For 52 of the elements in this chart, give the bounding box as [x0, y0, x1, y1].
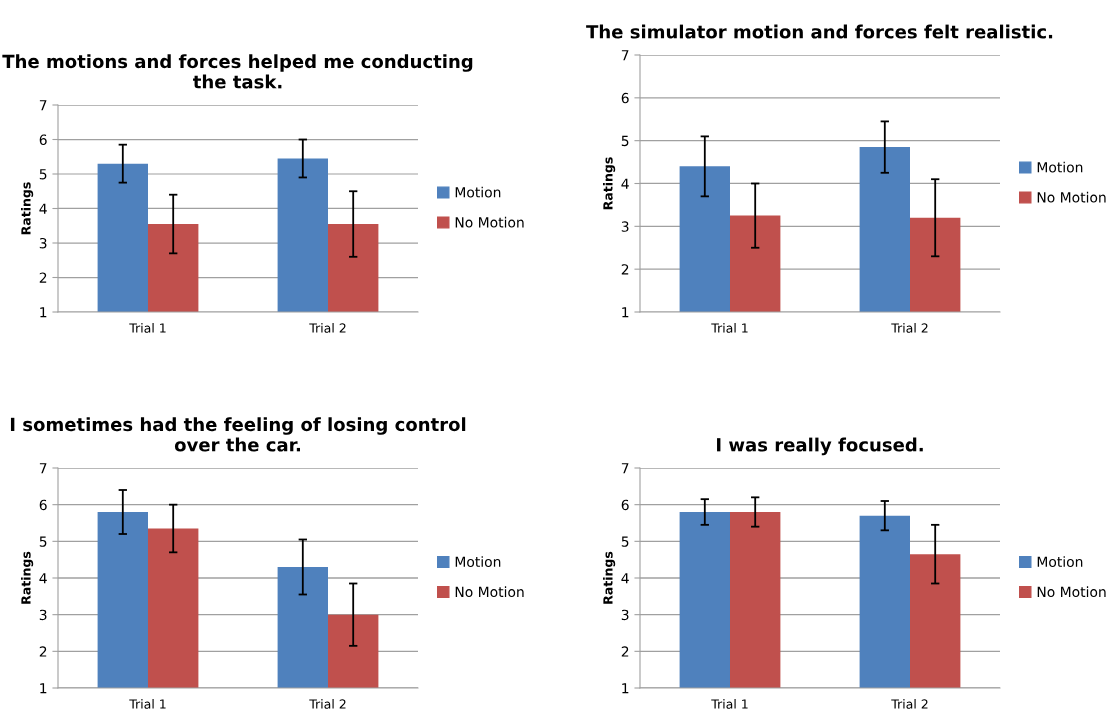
legend-label: Motion [1037, 161, 1083, 173]
y-tick-label: 2 [39, 272, 47, 283]
y-tick-label: 6 [621, 499, 629, 511]
y-tick-label: 4 [621, 178, 629, 189]
y-tick-label: 3 [621, 221, 629, 232]
y-tick-label: 5 [621, 536, 629, 547]
y-axis-title: Ratings [603, 551, 616, 604]
y-tick-label: 1 [40, 683, 47, 694]
y-tick-label: 7 [39, 463, 47, 474]
y-tick-label: 1 [622, 683, 629, 694]
y-tick-label: 3 [39, 237, 47, 249]
y-tick-label: 5 [39, 536, 47, 547]
y-tick-label: 6 [39, 134, 47, 145]
y-tick-label: 4 [39, 203, 47, 214]
y-tick-label: 3 [39, 609, 47, 621]
legend-label: Motion [455, 186, 501, 198]
x-tick-label: Trial 1 [129, 323, 166, 333]
x-tick-label: Trial 1 [711, 323, 748, 333]
chart-title: I was really focused. [717, 437, 923, 456]
y-tick-label: 4 [39, 573, 47, 584]
legend-label: No Motion [1037, 586, 1106, 598]
y-tick-label: 2 [39, 646, 47, 657]
legend-label: No Motion [455, 216, 524, 228]
x-tick-label: Trial 2 [309, 699, 346, 709]
chart-title: The motions and forces helped me conducting the task. [2, 54, 473, 89]
chart-title: I sometimes had the feeling of losing control over the car. [10, 417, 466, 452]
y-tick-label: 4 [621, 573, 629, 584]
y-tick-label: 5 [621, 135, 629, 147]
legend-label: No Motion [455, 586, 524, 598]
x-tick-label: Trial 1 [711, 699, 748, 709]
x-tick-label: Trial 2 [309, 323, 346, 333]
x-tick-label: Trial 2 [891, 323, 928, 333]
legend-label: Motion [455, 556, 501, 567]
y-tick-label: 7 [621, 50, 629, 61]
y-tick-label: 3 [621, 609, 629, 621]
x-tick-label: Trial 2 [891, 699, 928, 709]
y-tick-label: 7 [621, 463, 629, 474]
y-tick-label: 1 [622, 307, 629, 318]
y-tick-label: 6 [621, 92, 629, 104]
legend-label: No Motion [1037, 191, 1106, 203]
y-tick-label: 1 [40, 307, 47, 318]
y-tick-label: 2 [621, 264, 629, 275]
y-axis-title: Ratings [21, 551, 34, 604]
y-axis-title: Ratings [21, 182, 34, 235]
chart-title: The simulator motion and forces felt realistic. [586, 24, 1053, 39]
y-tick-label: 6 [39, 499, 47, 511]
y-axis-title: Ratings [603, 157, 616, 210]
legend-label: Motion [1037, 556, 1083, 567]
y-tick-label: 7 [39, 100, 47, 111]
y-tick-label: 5 [39, 169, 47, 180]
y-tick-label: 2 [621, 646, 629, 657]
x-tick-label: Trial 1 [129, 699, 166, 709]
